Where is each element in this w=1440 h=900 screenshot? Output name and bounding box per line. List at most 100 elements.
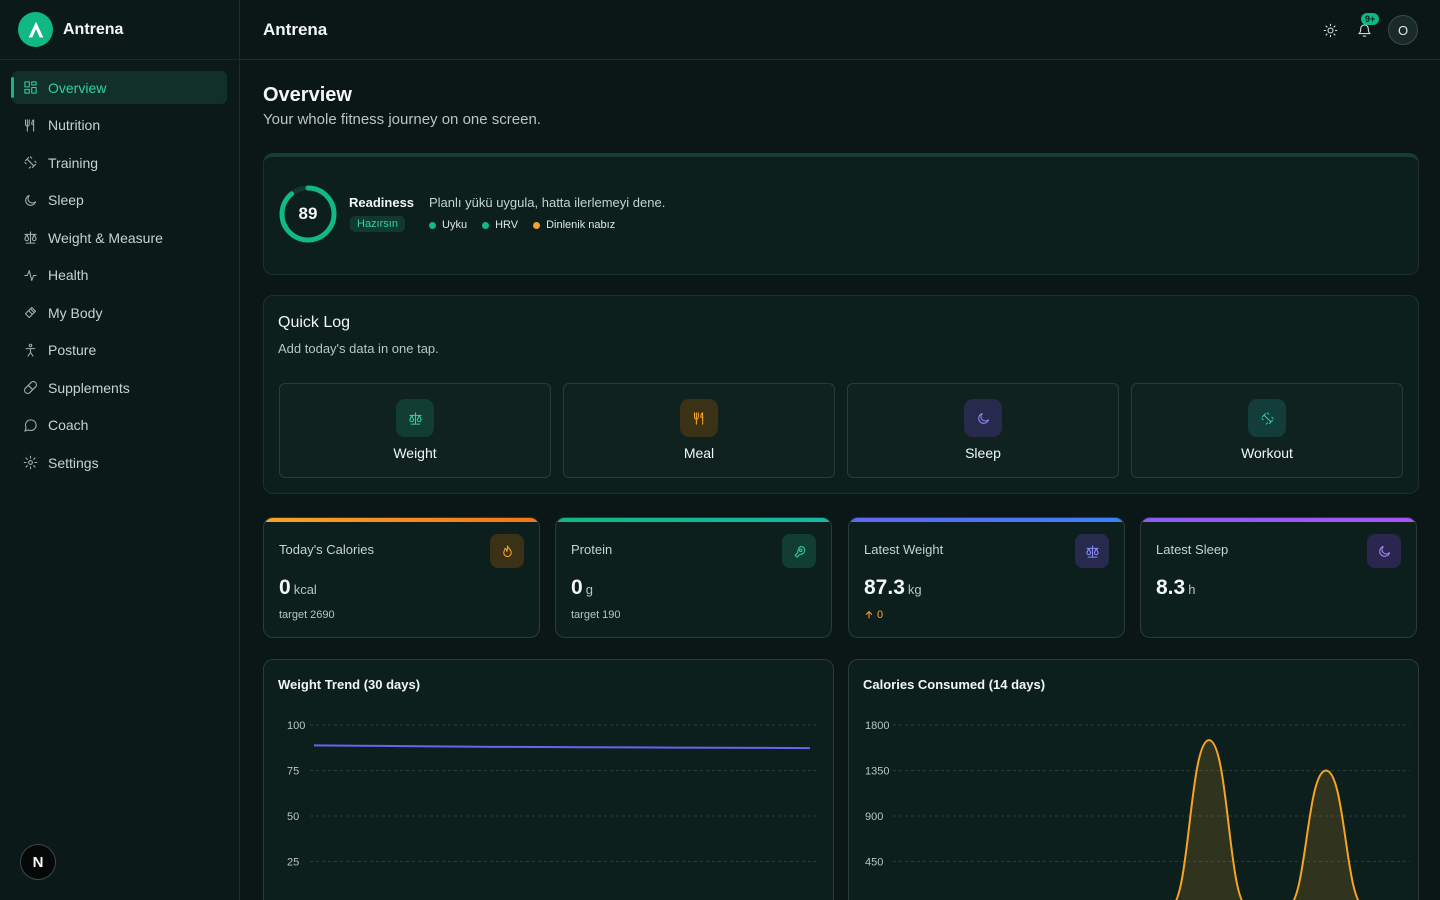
antrena-logo-icon	[18, 12, 53, 47]
stat-icon-box	[490, 534, 524, 568]
sun-icon	[1323, 23, 1337, 37]
sidebar-item-label: Nutrition	[48, 117, 101, 133]
weight-chart-plot: 100 75 50 25	[287, 720, 816, 869]
scale-icon	[24, 231, 37, 244]
moon-icon	[977, 412, 989, 424]
stat-accent-bar	[849, 518, 1124, 522]
stat-icon-box	[1075, 534, 1109, 568]
page-header-title: Antrena	[263, 19, 328, 39]
readiness-card: 89 Readiness Hazırsın Planlı yükü uygula…	[263, 153, 1419, 275]
dev-tools-badge[interactable]: N	[20, 844, 56, 880]
quick-log-weight-button[interactable]: Weight	[279, 383, 551, 478]
y-tick-label: 25	[287, 857, 299, 869]
sidebar-item-label: Posture	[48, 342, 97, 358]
quick-log-card: Quick Log Add today's data in one tap. W…	[263, 295, 1419, 494]
sidebar-item-sleep[interactable]: Sleep	[12, 184, 227, 217]
moon-icon	[1378, 545, 1390, 557]
status-dot-icon	[429, 221, 436, 229]
stat-label: Latest Weight	[864, 542, 944, 557]
notifications-button[interactable]: 9+	[1354, 13, 1380, 40]
brand[interactable]: Antrena	[0, 0, 239, 60]
stat-delta-value: 0	[877, 609, 884, 621]
sidebar-item-label: Overview	[48, 79, 107, 96]
gear-icon	[23, 455, 38, 470]
series-line	[1175, 739, 1360, 900]
sidebar-item-label: Training	[48, 154, 99, 171]
readiness-label: Readiness	[349, 195, 415, 210]
sidebar-item-training[interactable]: Training	[12, 146, 227, 179]
ql-icon-box	[1248, 399, 1286, 437]
sidebar-nav: Overview Nutrition Training Sleep Weight…	[0, 60, 239, 479]
ql-icon-box	[396, 399, 434, 437]
ql-icon-box	[964, 399, 1002, 437]
stat-target: target 190	[571, 609, 621, 621]
stat-icon-box	[782, 534, 816, 568]
series-line	[313, 744, 811, 750]
sidebar-item-posture[interactable]: Posture	[12, 334, 227, 367]
readiness-status-badge: Hazırsın	[350, 216, 405, 232]
sidebar: Antrena Overview Nutrition Training Slee…	[0, 0, 240, 900]
quick-log-subtitle: Add today's data in one tap.	[278, 341, 439, 356]
sidebar-item-settings[interactable]: Settings	[12, 446, 227, 479]
chat-icon	[24, 418, 37, 432]
status-dot-icon	[482, 221, 490, 229]
topbar: Antrena 9+ O	[240, 0, 1440, 60]
quick-log-label: Meal	[683, 445, 715, 461]
stat-value: 87.3 kg	[864, 576, 922, 600]
chart-title: Weight Trend (30 days)	[278, 677, 421, 692]
stat-number: 0	[279, 576, 291, 599]
y-tick-label: 900	[865, 811, 883, 823]
activity-icon	[24, 269, 37, 281]
stat-card-weight[interactable]: Latest Weight 87.3 kg 0	[848, 517, 1125, 638]
body-icon	[24, 306, 37, 319]
stat-accent-bar	[556, 518, 831, 522]
calories-chart-plot: 1800 1350 900 450	[865, 720, 1410, 900]
quick-log-sleep-button[interactable]: Sleep	[847, 383, 1119, 478]
top-actions: 9+ O	[1320, 13, 1418, 45]
brand-name: Antrena	[63, 20, 124, 38]
dumbbell-icon	[1260, 411, 1274, 425]
stat-number: 0	[571, 576, 583, 599]
sidebar-item-supplements[interactable]: Supplements	[12, 371, 227, 404]
quick-log-label: Weight	[393, 445, 437, 461]
stat-card-calories[interactable]: Today's Calories 0 kcal target 2690	[263, 517, 540, 638]
readiness-message: Planlı yükü uygula, hatta ilerlemeyi den…	[429, 195, 666, 210]
y-tick-label: 450	[865, 857, 883, 869]
quick-log-label: Workout	[1241, 445, 1293, 461]
sidebar-item-nutrition[interactable]: Nutrition	[12, 109, 227, 142]
y-tick-label: 50	[287, 811, 299, 823]
weight-trend-chart: Weight Trend (30 days) 100 75 50 25	[263, 659, 834, 900]
sidebar-item-label: Coach	[48, 417, 89, 433]
avatar[interactable]: O	[1388, 15, 1418, 45]
sidebar-item-my-body[interactable]: My Body	[12, 296, 227, 329]
series-area	[1176, 740, 1359, 900]
stat-value: 0 kcal	[279, 576, 317, 600]
quick-log-meal-button[interactable]: Meal	[563, 383, 835, 478]
sidebar-item-label: Supplements	[48, 379, 130, 396]
factor-sleep: Uyku	[429, 219, 467, 231]
scale-icon	[408, 411, 422, 425]
sidebar-item-weight-measure[interactable]: Weight & Measure	[12, 221, 227, 254]
theme-toggle-button[interactable]	[1320, 20, 1340, 40]
dumbbell-icon	[24, 156, 37, 169]
y-tick-label: 100	[287, 720, 305, 732]
readiness-factors: Uyku HRV Dinlenik nabız	[429, 219, 615, 231]
factor-label: Uyku	[442, 219, 468, 231]
quick-log-workout-button[interactable]: Workout	[1131, 383, 1403, 478]
sidebar-item-label: My Body	[48, 304, 103, 321]
ql-icon-box	[680, 399, 718, 437]
sidebar-item-coach[interactable]: Coach	[12, 409, 227, 442]
stat-unit: g	[585, 582, 593, 597]
sidebar-item-health[interactable]: Health	[12, 259, 227, 292]
sidebar-item-label: Settings	[48, 454, 99, 471]
sidebar-item-label: Sleep	[48, 192, 84, 208]
sidebar-item-label: Health	[48, 267, 89, 283]
page-subtitle: Your whole fitness journey on one screen…	[263, 111, 541, 128]
stat-card-sleep[interactable]: Latest Sleep 8.3 h	[1140, 517, 1417, 638]
utensils-icon	[24, 118, 35, 132]
sidebar-item-overview[interactable]: Overview	[11, 71, 227, 104]
y-tick-label: 75	[287, 766, 299, 778]
notification-count-badge: 9+	[1361, 13, 1380, 25]
arrow-up-icon	[865, 610, 873, 619]
